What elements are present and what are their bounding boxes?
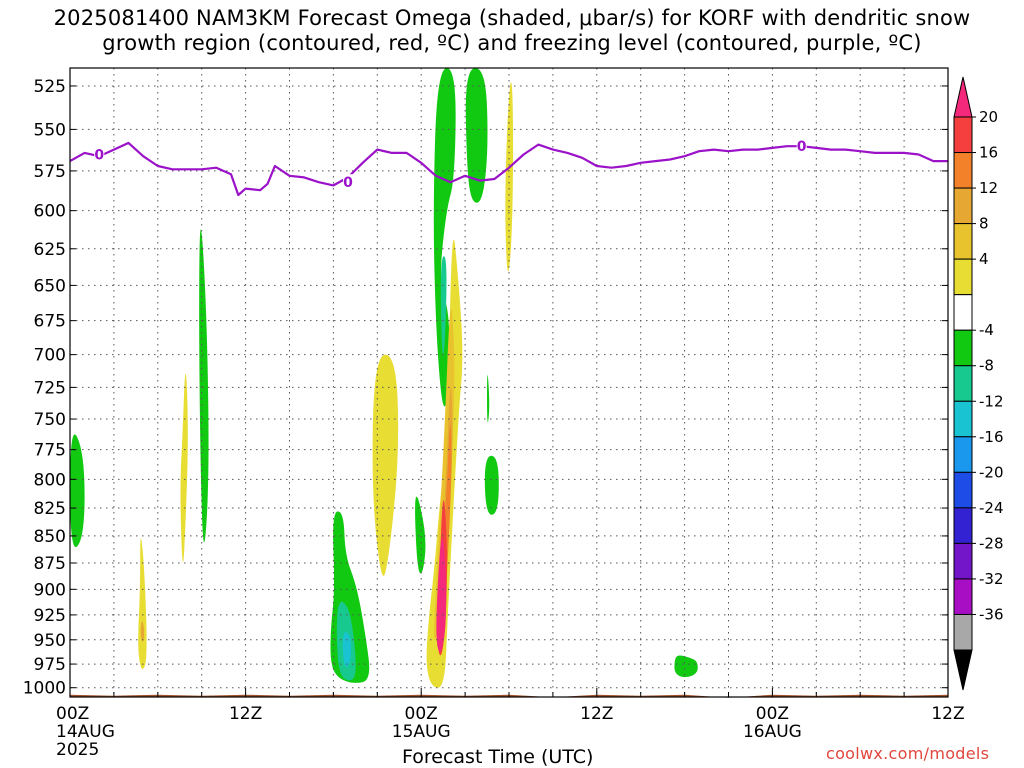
omega-region-10: [433, 68, 456, 407]
freezing-level-label-1: 0: [343, 175, 353, 191]
colorbar-label-10: -24: [979, 499, 1004, 517]
omega-region-8: [342, 632, 351, 667]
y-tick-label-900: 900: [34, 580, 66, 600]
omega-region-17: [433, 308, 455, 640]
freezing-level-label-bg-0: [94, 146, 105, 163]
y-tick-label-800: 800: [34, 470, 66, 490]
y-tick-label-625: 625: [34, 240, 66, 260]
colorbar-box-5: [953, 294, 973, 331]
y-tick-label-725: 725: [34, 378, 66, 398]
freezing-level-label-2: 0: [797, 139, 807, 155]
y-tick-label-700: 700: [34, 346, 66, 366]
colorbar-label-6: -8: [979, 357, 994, 375]
colorbar-box-6: [953, 329, 973, 367]
y-tick-label-600: 600: [34, 202, 66, 222]
x-tick-label-0-2: 2025: [56, 740, 99, 760]
omega-region-11: [465, 68, 488, 203]
omega-region-1: [138, 538, 147, 669]
y-axis: 525 550 575 600 625 650 675 700 725 750 775 800 825 8…: [23, 77, 948, 699]
colorbar-bottom-triangle: [953, 649, 973, 691]
omega-region-0: [70, 434, 85, 548]
colorbar-label-7: -12: [979, 392, 1004, 410]
y-tick-label-775: 775: [34, 441, 66, 461]
y-tick-label-525: 525: [34, 77, 66, 97]
colorbar-label-0: 20: [979, 108, 998, 126]
y-tick-label-550: 550: [34, 120, 66, 140]
x-tick-label-48-0: 00Z: [756, 704, 789, 724]
freezing-level-label-0: 0: [94, 148, 104, 164]
colorbar-box-13: [953, 578, 973, 615]
colorbar-box-2: [953, 187, 973, 225]
colorbar-box-14: [953, 613, 973, 651]
freezing-level-label-bg-2: [796, 138, 807, 155]
colorbar-box-0: [953, 116, 973, 154]
colorbar-box-4: [953, 258, 973, 296]
colorbar-box-8: [953, 400, 973, 438]
colorbar-box-12: [953, 542, 973, 580]
colorbar-box-11: [953, 507, 973, 544]
omega-region-14: [484, 455, 499, 515]
colorbar-label-1: 16: [979, 144, 998, 162]
x-tick-label-36-0: 12Z: [580, 704, 613, 724]
omega-region-5: [372, 354, 399, 576]
credit-text: coolwx.com/models: [826, 744, 990, 763]
x-tick-label-0-1: 14AUG: [56, 722, 115, 742]
colorbar-label-13: -36: [979, 605, 1004, 623]
colorbar-top-triangle: [953, 76, 973, 118]
y-tick-label-1000: 1000: [23, 679, 66, 699]
grid-lines: [70, 68, 948, 697]
colorbar-box-1: [953, 152, 973, 189]
colorbar-label-4: 4: [979, 250, 989, 268]
x-tick-label-48-1: 16AUG: [743, 722, 802, 742]
colorbar-label-2: 12: [979, 179, 998, 197]
omega-region-22: [674, 655, 698, 678]
colorbar-box-3: [953, 223, 973, 260]
x-tick-label-60-0: 12Z: [931, 704, 964, 724]
omega-region-13: [487, 375, 490, 423]
y-tick-label-875: 875: [34, 554, 66, 574]
y-tick-label-575: 575: [34, 162, 66, 182]
x-tick-label-24-1: 15AUG: [392, 722, 451, 742]
omega-region-3: [180, 373, 188, 563]
colorbar-label-12: -32: [979, 570, 1004, 588]
colorbar-label-8: -16: [979, 428, 1004, 446]
y-tick-label-825: 825: [34, 499, 66, 519]
y-tick-label-950: 950: [34, 631, 66, 651]
omega-region-12: [440, 256, 447, 355]
x-tick-label-12-0: 12Z: [229, 704, 262, 724]
y-tick-label-925: 925: [34, 606, 66, 626]
freezing-level-layer: 0 0 0: [69, 138, 948, 197]
y-tick-label-850: 850: [34, 527, 66, 547]
colorbar-label-3: 8: [979, 215, 989, 233]
omega-region-9: [415, 496, 426, 574]
y-tick-label-750: 750: [34, 410, 66, 430]
x-tick-label-0-0: 00Z: [56, 704, 89, 724]
omega-region-2: [140, 621, 145, 642]
omega-region-21: [436, 537, 447, 652]
x-tick-label-24-0: 00Z: [405, 704, 438, 724]
y-tick-label-675: 675: [34, 312, 66, 332]
colorbar-box-10: [953, 471, 973, 509]
chart-title: 2025081400 NAM3KM Forecast Omega (shaded…: [0, 6, 1024, 56]
x-axis-label: Forecast Time (UTC): [402, 746, 594, 768]
colorbar-box-7: [953, 365, 973, 402]
colorbar-label-5: -4: [979, 321, 994, 339]
colorbar-label-11: -28: [979, 534, 1004, 552]
y-tick-label-650: 650: [34, 276, 66, 296]
y-tick-label-975: 975: [34, 655, 66, 675]
chart-title-line1: 2025081400 NAM3KM Forecast Omega (shaded…: [53, 6, 971, 30]
chart-title-line2: growth region (contoured, red, ºC) and f…: [102, 31, 922, 55]
freezing-level-label-bg-1: [343, 174, 354, 191]
colorbar-label-9: -20: [979, 463, 1004, 481]
colorbar-box-9: [953, 436, 973, 473]
